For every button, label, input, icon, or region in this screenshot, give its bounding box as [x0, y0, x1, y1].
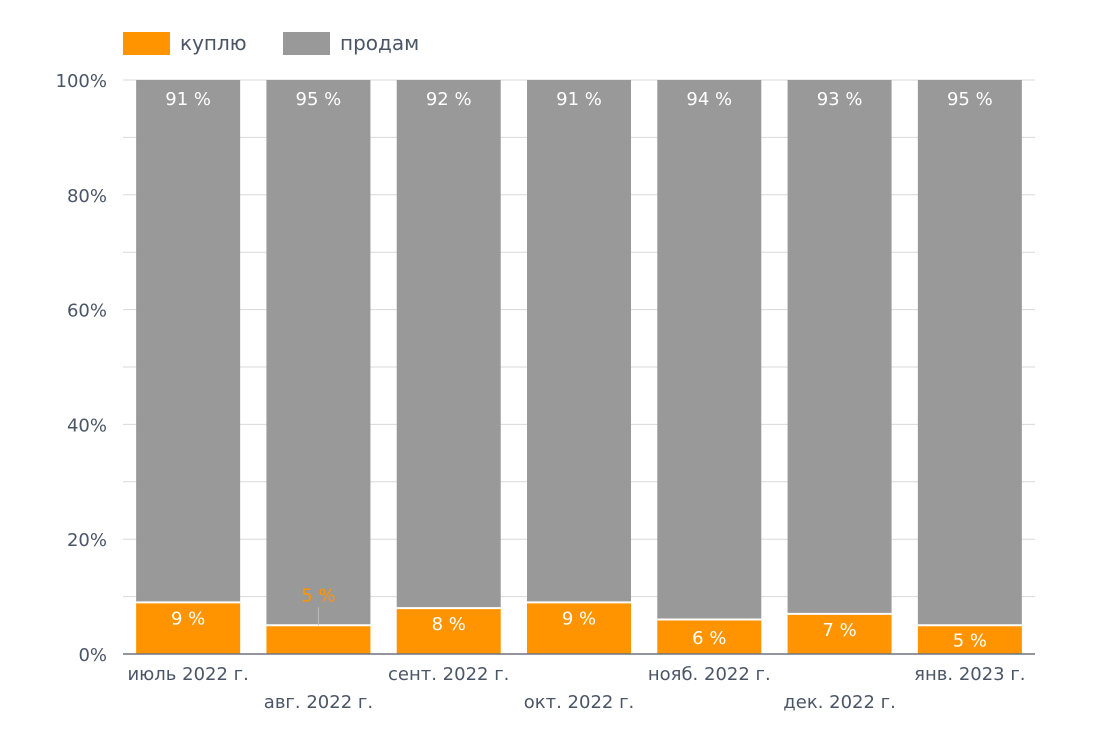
bar-sell: [657, 80, 762, 620]
y-tick-label: 20%: [67, 530, 107, 551]
x-tick-label: окт. 2022 г.: [524, 692, 635, 713]
legend-item-buy: куплю: [123, 30, 247, 56]
bar-sell: [527, 80, 631, 603]
legend-label-buy: куплю: [180, 31, 247, 55]
y-tick-label: 60%: [67, 301, 107, 322]
data-label-buy: 9 %: [171, 608, 205, 629]
y-tick-label: 100%: [56, 71, 107, 92]
data-label-buy: 5 %: [953, 631, 987, 652]
legend-swatch-buy: [123, 31, 170, 55]
bar-sell: [917, 80, 1022, 626]
data-label-buy: 6 %: [692, 628, 726, 649]
legend-swatch-sell: [283, 31, 330, 55]
bar-sell: [787, 80, 892, 614]
bar-buy: [787, 613, 892, 654]
bar-buy: [527, 602, 631, 654]
data-label-sell: 94 %: [686, 89, 732, 110]
x-tick-label: сент. 2022 г.: [388, 664, 509, 685]
data-label-buy: 7 %: [822, 620, 856, 641]
data-label-sell: 95 %: [947, 89, 993, 110]
bar-sell: [136, 80, 241, 603]
data-label-buy: 8 %: [432, 614, 466, 635]
y-tick-label: 80%: [67, 186, 107, 207]
bar-buy: [917, 625, 1022, 654]
x-tick-label: дек. 2022 г.: [783, 692, 896, 713]
x-tick-label: июль 2022 г.: [127, 664, 248, 685]
x-tick-label: нояб. 2022 г.: [648, 664, 771, 685]
bar-buy: [396, 608, 501, 654]
data-label-sell: 92 %: [426, 89, 472, 110]
data-label-sell: 95 %: [296, 89, 342, 110]
data-label-sell: 91 %: [556, 89, 602, 110]
bar-sell: [396, 80, 501, 609]
bar-buy: [136, 602, 241, 654]
data-label-sell: 93 %: [817, 89, 863, 110]
bar-sell: [266, 80, 371, 626]
data-label-buy: 9 %: [562, 608, 596, 629]
bar-buy: [657, 619, 762, 654]
data-label-buy: 5 %: [301, 585, 335, 606]
x-tick-label: авг. 2022 г.: [264, 692, 373, 713]
legend-label-sell: продам: [340, 31, 420, 55]
bar-buy: [266, 625, 371, 654]
y-tick-label: 0%: [78, 645, 107, 666]
legend-item-sell: продам: [283, 30, 419, 56]
data-label-sell: 91 %: [165, 89, 211, 110]
x-tick-label: янв. 2023 г.: [914, 664, 1025, 685]
y-tick-label: 40%: [67, 415, 107, 436]
